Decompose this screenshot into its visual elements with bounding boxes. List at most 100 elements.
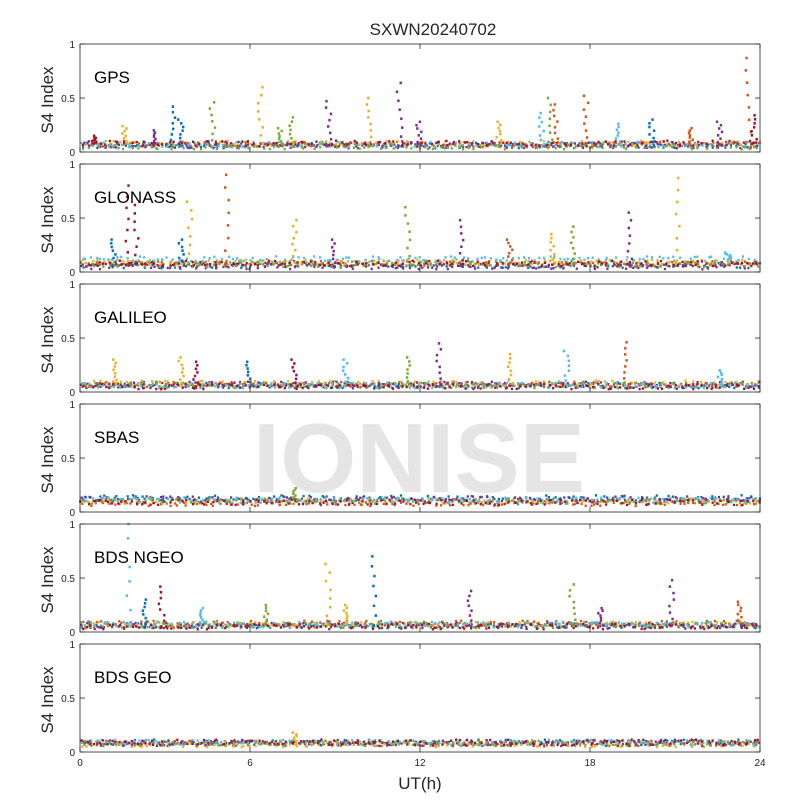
data-point bbox=[591, 501, 594, 504]
data-point bbox=[638, 382, 642, 386]
data-point bbox=[452, 382, 455, 386]
data-point bbox=[331, 502, 334, 506]
data-point bbox=[623, 263, 627, 266]
data-point bbox=[473, 502, 476, 505]
data-point bbox=[262, 383, 266, 387]
data-point bbox=[385, 261, 388, 264]
data-point bbox=[604, 258, 607, 262]
data-point bbox=[702, 265, 705, 269]
data-point bbox=[337, 258, 340, 262]
data-point bbox=[338, 262, 341, 265]
data-point bbox=[333, 500, 336, 504]
data-point bbox=[340, 380, 343, 384]
data-point bbox=[449, 260, 452, 263]
spike-point bbox=[325, 99, 328, 103]
data-point bbox=[739, 266, 742, 269]
data-point bbox=[166, 145, 169, 148]
data-point bbox=[343, 143, 346, 146]
data-point bbox=[134, 495, 137, 498]
spike-point bbox=[194, 385, 197, 388]
data-point bbox=[548, 385, 551, 388]
data-point bbox=[174, 502, 177, 505]
data-point bbox=[459, 260, 462, 264]
data-point bbox=[493, 141, 496, 145]
data-point bbox=[607, 142, 610, 146]
data-point bbox=[744, 142, 747, 146]
data-point bbox=[583, 258, 586, 261]
data-point bbox=[205, 503, 208, 507]
data-point bbox=[216, 385, 219, 389]
spike-point bbox=[327, 125, 330, 128]
data-point bbox=[620, 626, 623, 629]
data-point bbox=[577, 622, 580, 626]
data-point bbox=[729, 146, 732, 149]
data-point bbox=[214, 145, 217, 149]
data-point bbox=[452, 141, 455, 144]
data-point bbox=[250, 260, 254, 263]
data-point bbox=[155, 381, 158, 385]
data-point bbox=[684, 260, 688, 263]
spike-point bbox=[727, 257, 730, 261]
data-point bbox=[478, 263, 481, 267]
data-point bbox=[532, 502, 535, 505]
data-point bbox=[511, 145, 514, 148]
data-point bbox=[416, 263, 420, 266]
data-point bbox=[658, 381, 661, 385]
data-point bbox=[252, 140, 255, 144]
spike-point bbox=[408, 360, 411, 363]
spike-point bbox=[718, 127, 721, 130]
data-point bbox=[551, 381, 554, 385]
data-point bbox=[457, 500, 460, 504]
data-point bbox=[726, 384, 729, 387]
data-point bbox=[309, 496, 312, 499]
data-point bbox=[215, 499, 219, 503]
data-point bbox=[128, 497, 131, 501]
spike-point bbox=[419, 144, 423, 147]
data-point bbox=[240, 142, 243, 145]
data-point bbox=[394, 261, 398, 264]
data-point bbox=[501, 497, 504, 500]
spike-point bbox=[187, 261, 190, 264]
data-point bbox=[676, 144, 680, 147]
data-point bbox=[108, 266, 111, 270]
data-point bbox=[131, 146, 135, 150]
data-point bbox=[215, 143, 218, 146]
data-point bbox=[208, 382, 211, 386]
data-point bbox=[378, 496, 381, 500]
data-point bbox=[666, 142, 669, 145]
data-point bbox=[245, 497, 248, 500]
data-point bbox=[311, 380, 314, 384]
data-point bbox=[436, 259, 440, 262]
data-point bbox=[356, 263, 360, 266]
y-axis-label: S4 Index bbox=[38, 186, 57, 254]
data-point bbox=[181, 500, 184, 503]
data-point bbox=[394, 498, 397, 502]
data-point bbox=[482, 503, 485, 507]
data-point bbox=[591, 141, 595, 144]
data-point bbox=[231, 257, 234, 261]
data-point bbox=[521, 499, 525, 503]
data-point bbox=[462, 148, 465, 151]
data-point bbox=[212, 501, 215, 504]
data-point bbox=[190, 265, 193, 268]
data-point bbox=[171, 145, 174, 148]
data-point bbox=[400, 494, 403, 497]
data-point bbox=[156, 497, 159, 501]
data-point bbox=[509, 383, 513, 386]
data-point bbox=[706, 267, 710, 270]
data-point bbox=[711, 384, 714, 387]
data-point bbox=[404, 144, 407, 147]
data-point bbox=[428, 142, 431, 145]
data-point bbox=[575, 496, 578, 499]
data-point bbox=[309, 259, 312, 262]
data-point bbox=[504, 145, 507, 148]
data-point bbox=[257, 381, 260, 384]
spike-point bbox=[114, 260, 117, 264]
data-point bbox=[743, 501, 746, 505]
data-point bbox=[424, 382, 427, 385]
data-point bbox=[605, 261, 608, 265]
data-point bbox=[166, 380, 169, 383]
data-point bbox=[606, 267, 609, 271]
data-point bbox=[549, 501, 552, 504]
data-point bbox=[144, 501, 147, 505]
